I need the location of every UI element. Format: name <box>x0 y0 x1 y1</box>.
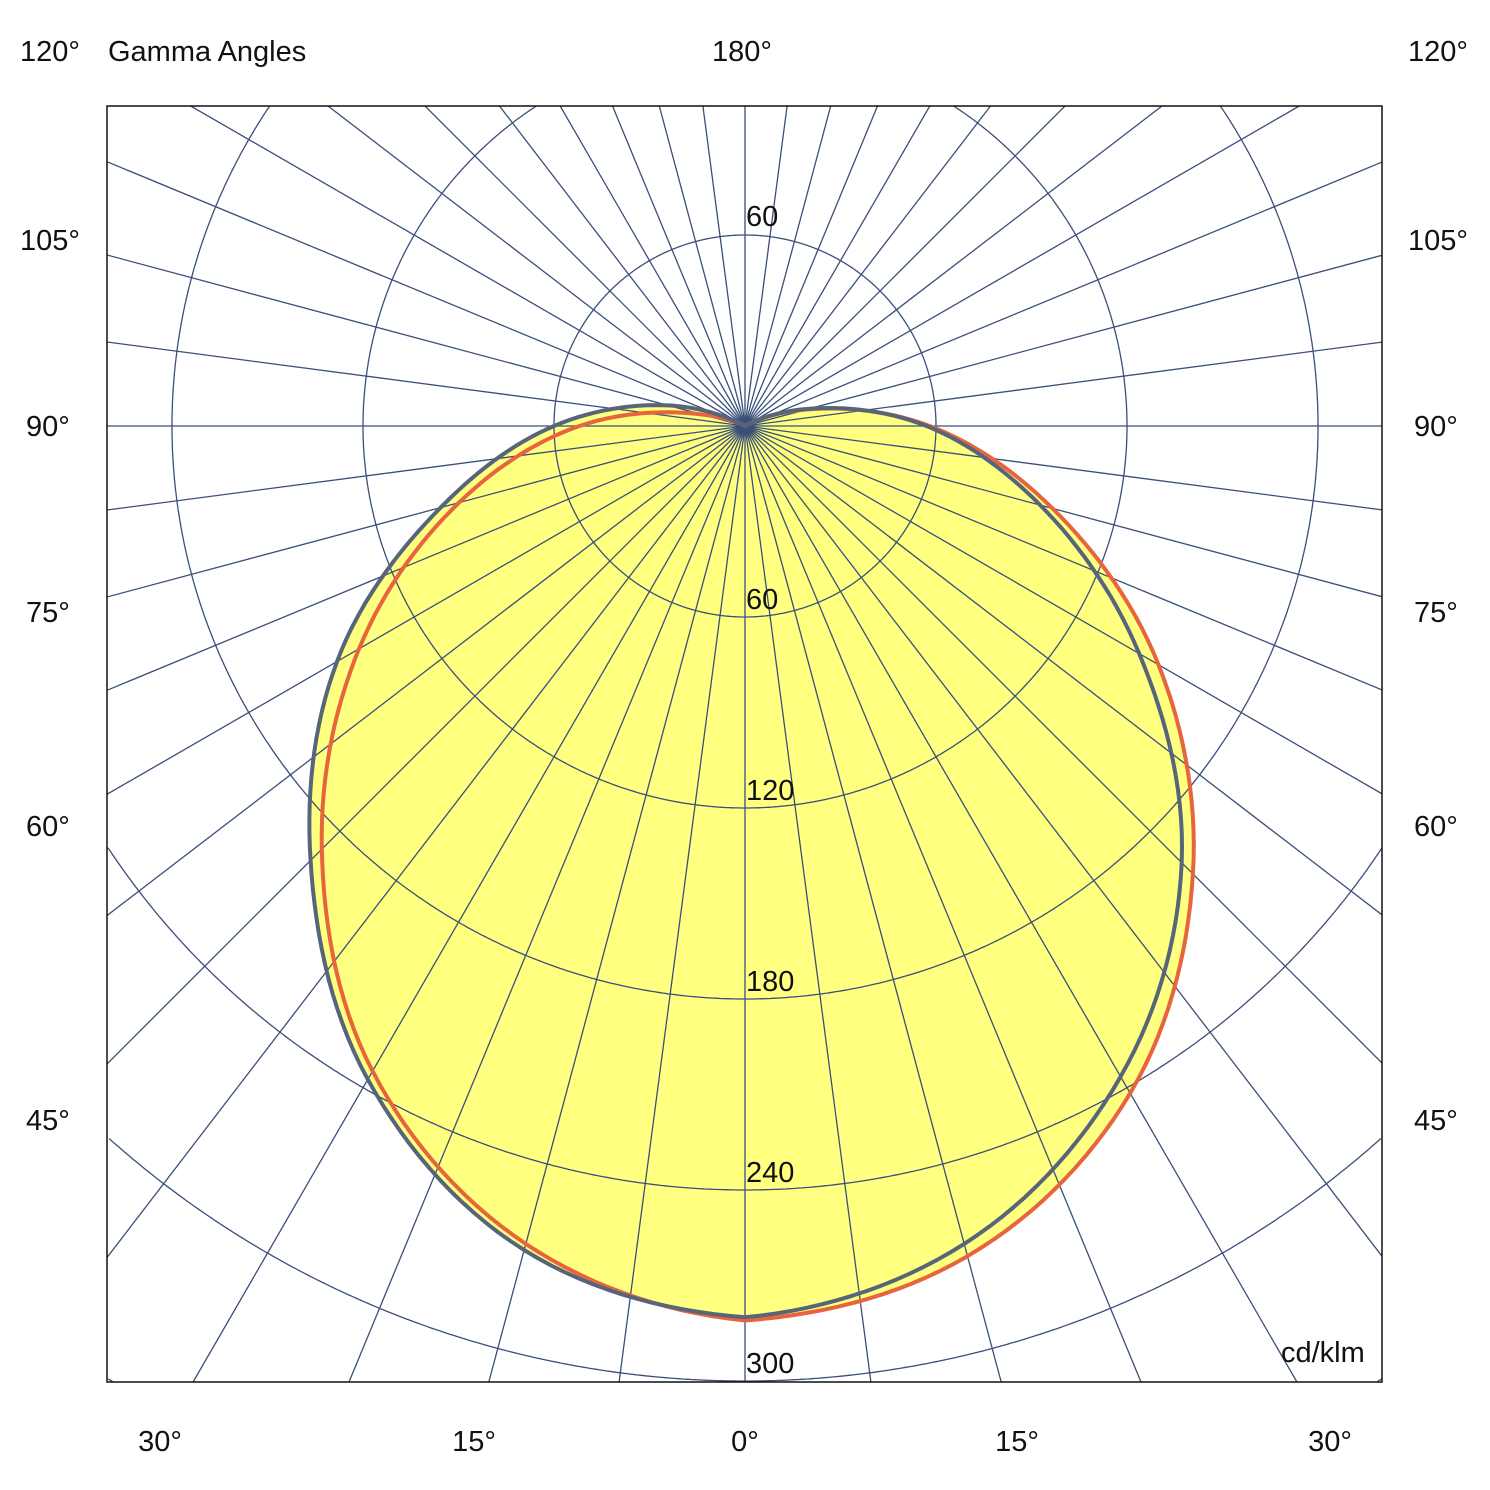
grid-spoke <box>107 161 746 427</box>
grid-spoke <box>107 425 746 691</box>
bottom-label-30-left: 30° <box>138 1426 182 1458</box>
grid-spoke <box>744 425 1142 1382</box>
intensity-curve-1 <box>319 406 1196 1323</box>
grid-spoke <box>702 106 746 427</box>
unit-label: cd/klm <box>1281 1337 1365 1369</box>
grid-spoke <box>107 254 746 427</box>
side-label-right-105: 105° <box>1408 225 1468 257</box>
grid-spoke <box>744 254 1382 427</box>
grid-spoke <box>744 341 1382 427</box>
radial-label-240: 240 <box>746 1157 795 1189</box>
grid-spoke <box>744 106 1163 427</box>
grid-spoke <box>744 161 1382 427</box>
side-label-left-60: 60° <box>26 811 70 843</box>
grid-spoke <box>744 106 1066 427</box>
grid-spoke <box>744 425 1002 1382</box>
grid-circle <box>107 847 745 1191</box>
grid-circle <box>171 106 745 1000</box>
grid-spoke <box>744 106 879 427</box>
grid-spoke <box>744 425 1382 598</box>
grid-spoke <box>744 425 1382 795</box>
top-angle-label: 180° <box>712 36 772 68</box>
side-label-left-90: 90° <box>26 411 70 443</box>
side-label-right-45: 45° <box>1414 1105 1458 1137</box>
intensity-curve-2 <box>307 403 1184 1320</box>
grid-spoke <box>107 425 746 511</box>
grid-spoke <box>744 106 931 427</box>
bottom-label-15-right: 15° <box>995 1426 1039 1458</box>
radial-label-60-upper: 60 <box>746 201 779 233</box>
bottom-label-0: 0° <box>731 1426 759 1458</box>
grid-spoke <box>658 106 746 427</box>
side-label-right-90: 90° <box>1414 411 1458 443</box>
radial-label-60: 60 <box>746 584 779 616</box>
grid-spoke <box>488 425 746 1382</box>
plot-frame <box>106 105 1383 1383</box>
grid-spoke <box>744 106 1300 427</box>
radial-label-120: 120 <box>746 775 795 807</box>
grid-spoke <box>744 425 1382 511</box>
grid-spoke <box>618 425 746 1382</box>
side-label-left-105: 105° <box>20 225 80 257</box>
grid-spoke <box>348 425 746 1382</box>
radial-label-300: 300 <box>746 1348 795 1380</box>
grid-circle <box>1377 1378 1382 1382</box>
side-label-right-60: 60° <box>1414 811 1458 843</box>
grid-spoke <box>498 106 746 427</box>
grid-spoke <box>744 106 992 427</box>
grid-spoke <box>611 106 746 427</box>
side-label-left-75: 75° <box>26 597 70 629</box>
grid-circle <box>745 106 1128 809</box>
grid-spoke <box>190 106 746 427</box>
grid-spoke <box>559 106 746 427</box>
grid-circle <box>107 1378 113 1382</box>
side-label-right-120: 120° <box>1408 36 1468 68</box>
grid-spoke <box>744 425 1382 691</box>
bottom-label-15-left: 15° <box>452 1426 496 1458</box>
side-label-right-75: 75° <box>1414 597 1458 629</box>
intensity-fill <box>309 405 1182 1318</box>
grid-spoke <box>744 425 1382 916</box>
grid-spoke <box>327 106 746 427</box>
grid-circle <box>745 1138 1382 1382</box>
grid-spoke <box>107 425 746 1258</box>
radial-label-180: 180 <box>746 966 795 998</box>
grid-spoke <box>192 425 746 1382</box>
grid-spoke <box>107 425 746 917</box>
side-label-left-120: 120° <box>20 36 80 68</box>
grid-spoke <box>744 425 1382 1064</box>
bottom-label-30-right: 30° <box>1308 1426 1352 1458</box>
grid-spoke <box>424 106 746 427</box>
grid-spoke <box>107 425 746 795</box>
grid-spoke <box>107 425 746 1065</box>
grid-circle <box>108 1138 745 1382</box>
grid-spoke <box>107 425 746 598</box>
grid-spoke <box>744 425 1298 1382</box>
side-label-left-45: 45° <box>26 1105 70 1137</box>
grid-spoke <box>744 425 1382 1257</box>
chart-title: Gamma Angles <box>108 36 307 68</box>
grid-spoke <box>744 106 788 427</box>
grid-spoke <box>744 106 832 427</box>
grid-spoke <box>744 425 872 1382</box>
grid-circle <box>745 106 1319 1000</box>
grid-circle <box>362 106 745 809</box>
